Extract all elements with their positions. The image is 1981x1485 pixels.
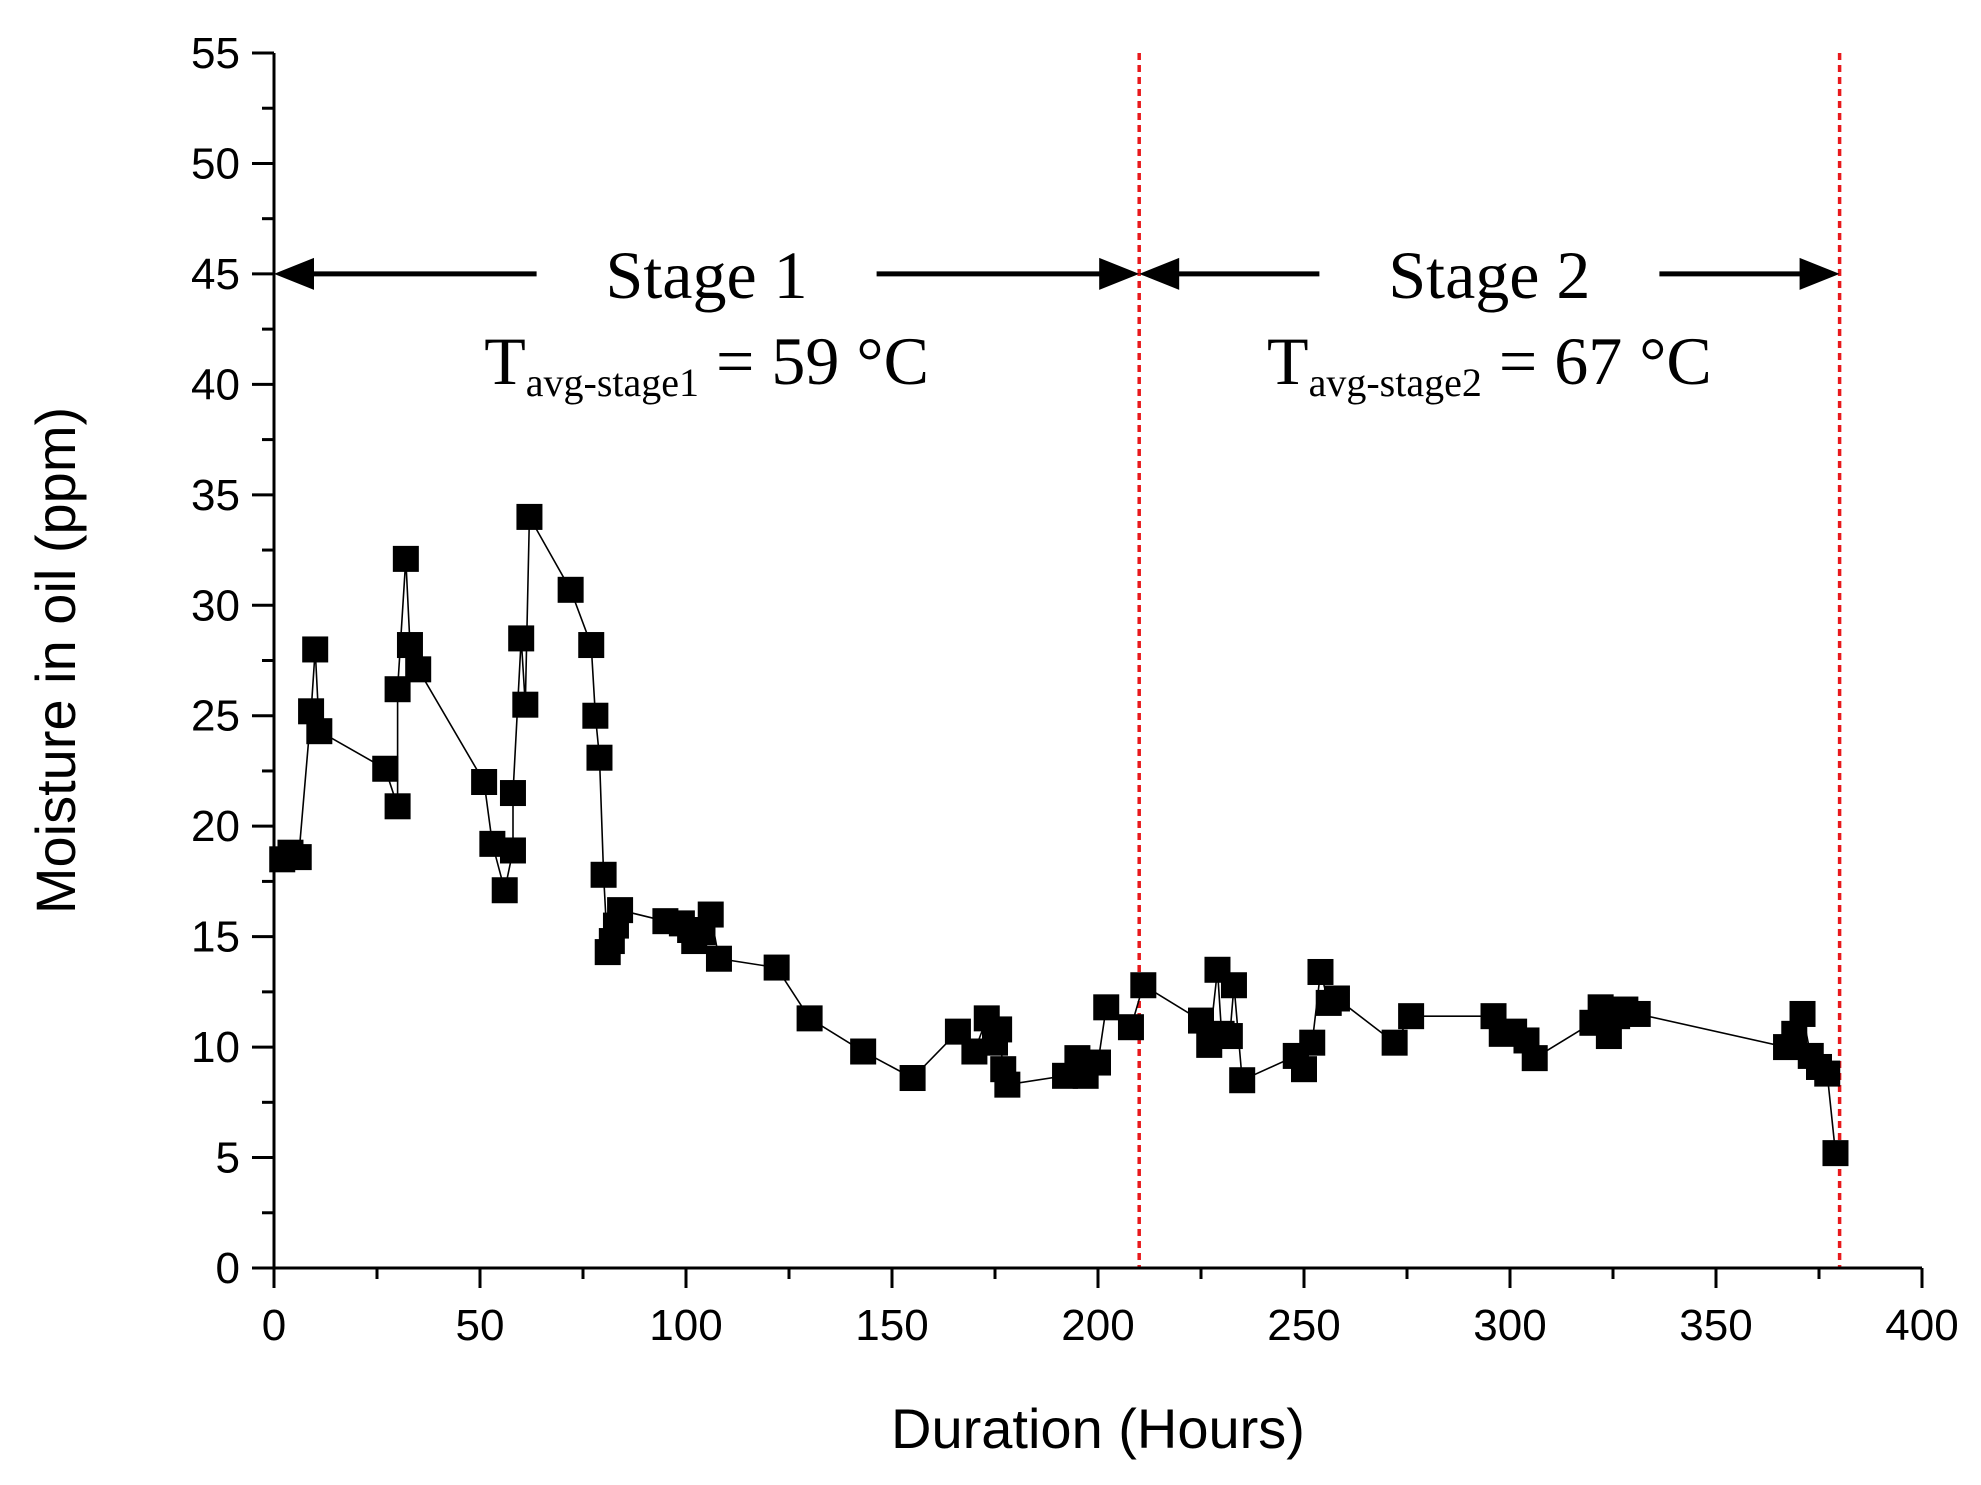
data-point [899, 1065, 926, 1092]
data-point [405, 656, 432, 683]
series-line [281, 513, 1837, 1154]
y-tick-label: 5 [216, 1134, 240, 1183]
x-axis-title: Duration (Hours) [891, 1397, 1305, 1460]
y-tick-label: 25 [191, 692, 240, 741]
y-axis-title: Moisture in oil (ppm) [24, 407, 87, 914]
data-point [586, 744, 613, 771]
data-point [582, 702, 609, 729]
stage-annotation-stage1: Stage 1 Tavg-stage1 = 59 °C [274, 237, 1140, 405]
x-tick-label: 150 [855, 1301, 928, 1350]
data-point [1093, 994, 1120, 1021]
data-point [491, 877, 518, 904]
y-tick-label: 30 [191, 581, 240, 630]
temp-value: = 59 °C [699, 323, 929, 399]
data-point [1624, 1000, 1651, 1027]
data-point [1789, 1000, 1816, 1027]
data-point [578, 632, 605, 659]
axes [252, 51, 1924, 1288]
y-tick-label: 40 [191, 360, 240, 409]
data-point [1521, 1045, 1548, 1072]
temp-value: = 67 °C [1482, 323, 1712, 399]
y-tick-label: 20 [191, 802, 240, 851]
data-point [306, 718, 333, 745]
data-point [986, 1016, 1013, 1043]
data-point [471, 769, 498, 795]
x-tick-label: 350 [1679, 1301, 1752, 1350]
data-point [1216, 1023, 1243, 1050]
data-point [516, 503, 543, 530]
stage-label: Stage 1 [606, 237, 808, 313]
data-point [850, 1038, 877, 1065]
data-point [763, 954, 790, 981]
stage-temperature-label: Tavg-stage2 = 67 °C [1267, 323, 1712, 405]
data-point [1291, 1056, 1317, 1083]
data-point [1398, 1003, 1425, 1030]
data-point [1220, 972, 1247, 999]
data-point [1229, 1067, 1256, 1094]
data-series [269, 503, 1849, 1167]
data-point [499, 780, 526, 807]
data-point [590, 861, 617, 888]
data-point [607, 897, 634, 924]
arrowhead-right [1799, 257, 1840, 290]
x-tick-label: 400 [1885, 1301, 1958, 1350]
stage-annotations: Stage 1 Tavg-stage1 = 59 °C Stage 2 Tavg-st… [274, 237, 1840, 405]
temp-prefix: T [484, 323, 526, 399]
data-point [372, 755, 399, 782]
x-tick-label: 50 [456, 1301, 505, 1350]
data-point [1323, 985, 1350, 1012]
data-point [994, 1071, 1021, 1098]
y-tick-label: 55 [191, 29, 240, 78]
data-point [1814, 1060, 1841, 1087]
data-point [1117, 1014, 1144, 1041]
data-point [392, 545, 419, 572]
data-point [1130, 972, 1157, 999]
data-point [1381, 1029, 1408, 1056]
data-point [697, 901, 724, 928]
temp-subscript: avg-stage2 [1309, 360, 1482, 405]
data-point [384, 793, 411, 820]
stage-label: Stage 2 [1388, 237, 1590, 313]
data-point [1299, 1029, 1326, 1056]
data-point [705, 945, 732, 972]
stage-annotation-stage2: Stage 2 Tavg-stage2 = 67 °C [1139, 237, 1840, 405]
y-tick-label: 45 [191, 250, 240, 299]
x-tick-label: 0 [262, 1301, 286, 1350]
data-point [1085, 1049, 1111, 1076]
data-point [508, 625, 535, 652]
temp-prefix: T [1267, 323, 1309, 399]
temp-subscript: avg-stage1 [526, 360, 699, 405]
y-tick-label: 10 [191, 1023, 240, 1072]
data-point [396, 632, 423, 659]
x-tick-label: 100 [649, 1301, 722, 1350]
arrowhead-left [1139, 257, 1180, 290]
y-tick-label: 0 [216, 1244, 240, 1293]
data-point [557, 576, 584, 603]
y-tick-label: 50 [191, 139, 240, 188]
data-point [512, 691, 539, 718]
x-tick-label: 300 [1473, 1301, 1546, 1350]
data-point [285, 844, 312, 871]
arrowhead-right [1099, 257, 1140, 290]
y-tick-label: 35 [191, 471, 240, 520]
arrowhead-left [274, 257, 314, 290]
data-point [499, 837, 526, 864]
data-point [796, 1005, 823, 1032]
x-tick-label: 250 [1267, 1301, 1340, 1350]
y-tick-label: 15 [191, 913, 240, 962]
data-point [1822, 1140, 1849, 1167]
x-tick-label: 200 [1061, 1301, 1134, 1350]
data-point [1307, 958, 1334, 985]
tick-labels: 0 5 10 15 20 25 30 35 40 45 50 55 0 50 100 150 200 250 300… [191, 29, 1959, 1350]
stage-temperature-label: Tavg-stage1 = 59 °C [484, 323, 929, 405]
data-point [302, 636, 329, 663]
